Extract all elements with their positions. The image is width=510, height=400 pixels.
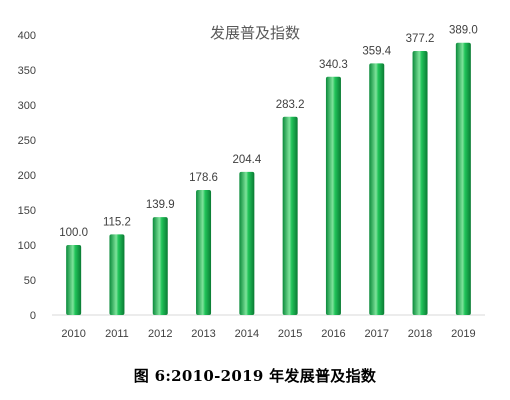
y-tick-label: 250 xyxy=(18,135,36,147)
x-tick-label: 2012 xyxy=(148,328,172,340)
value-label: 100.0 xyxy=(59,227,88,239)
y-axis: 0 50 100 150 200 250 300 350 400 xyxy=(18,30,36,322)
value-label: 115.2 xyxy=(103,216,131,228)
bar-2019 xyxy=(455,42,471,315)
value-label: 204.4 xyxy=(232,154,261,166)
bar-2012 xyxy=(152,217,168,315)
value-label: 178.6 xyxy=(189,172,218,184)
x-tick-label: 2015 xyxy=(278,328,302,340)
x-tick-label: 2011 xyxy=(105,328,129,340)
y-tick-label: 150 xyxy=(18,205,36,217)
y-tick-label: 200 xyxy=(18,170,36,182)
bar-chart: 发展普及指数 0 50 100 150 200 250 300 350 400 100.0 115… xyxy=(18,24,485,340)
value-label: 340.3 xyxy=(319,59,348,71)
bars-group xyxy=(66,42,471,316)
x-tick-label: 2018 xyxy=(408,328,432,340)
x-tick-label: 2016 xyxy=(321,328,345,340)
y-tick-label: 50 xyxy=(24,275,36,287)
x-tick-label: 2019 xyxy=(451,328,475,340)
bar-2016 xyxy=(325,76,341,315)
y-tick-label: 350 xyxy=(18,65,36,77)
value-label: 283.2 xyxy=(276,99,305,111)
bar-2014 xyxy=(239,171,255,315)
x-tick-label: 2013 xyxy=(191,328,215,340)
x-tick-label: 2017 xyxy=(365,328,389,340)
value-label: 359.4 xyxy=(362,45,391,57)
x-axis: 2010 2011 2012 2013 2014 2015 2016 2017 2018 2019 xyxy=(61,328,475,340)
bar-2018 xyxy=(412,50,428,316)
value-labels: 100.0 115.2 139.9 178.6 204.4 283.2 340.3 359.4… xyxy=(59,25,477,239)
bar-2011 xyxy=(109,234,125,315)
bar-2013 xyxy=(196,189,212,315)
y-tick-label: 100 xyxy=(18,240,36,252)
y-tick-label: 400 xyxy=(18,30,36,42)
figure-caption: 图 6:2010-2019 年发展普及指数 xyxy=(133,367,377,385)
x-tick-label: 2010 xyxy=(61,328,85,340)
value-label: 389.0 xyxy=(449,25,478,37)
value-label: 139.9 xyxy=(146,199,175,211)
y-tick-label: 0 xyxy=(30,310,36,322)
bar-2017 xyxy=(369,63,385,315)
x-tick-label: 2014 xyxy=(235,328,259,340)
chart-title: 发展普及指数 xyxy=(210,24,300,42)
y-tick-label: 300 xyxy=(18,100,36,112)
bar-2015 xyxy=(282,116,298,315)
bar-2010 xyxy=(66,245,82,315)
value-label: 377.2 xyxy=(406,33,435,45)
